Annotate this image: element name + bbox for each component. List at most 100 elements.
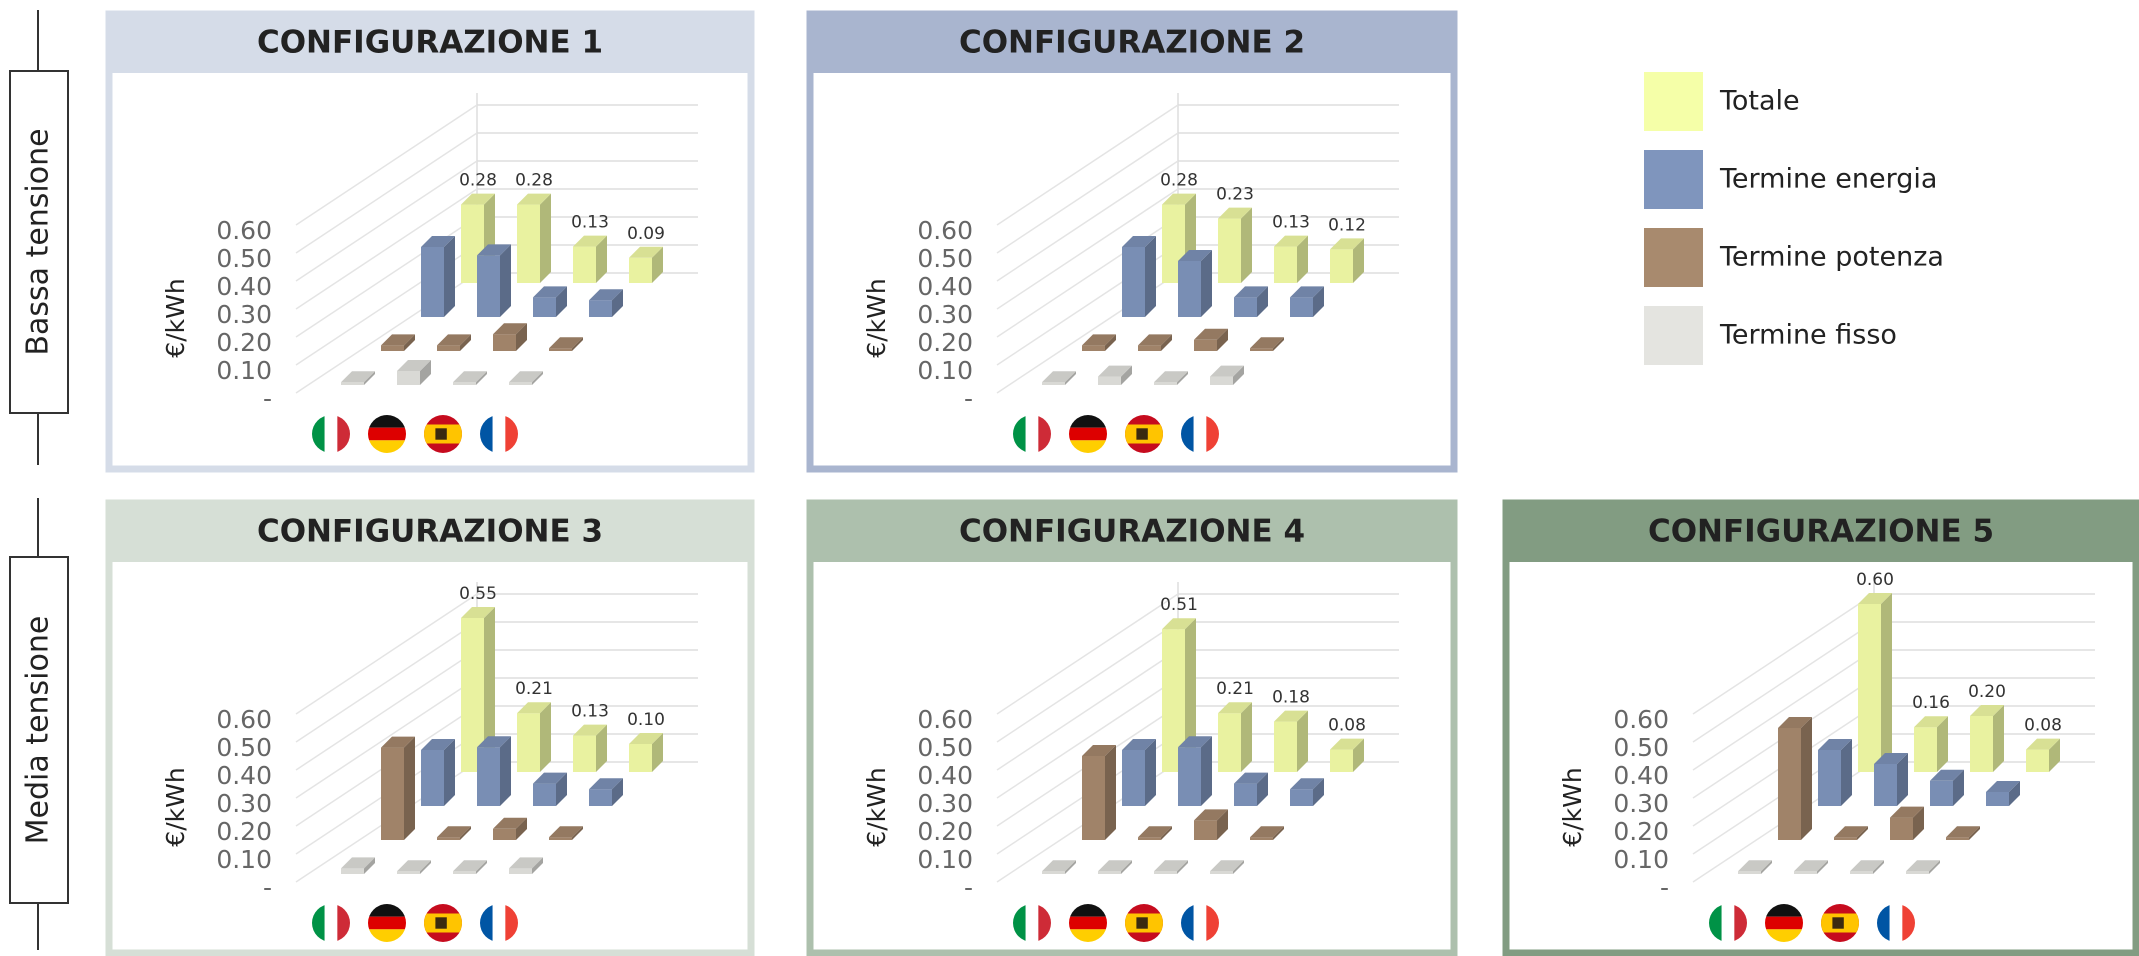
bar-side [1353, 738, 1364, 772]
flag [1765, 904, 1803, 942]
bar [573, 724, 607, 772]
grid-line [996, 593, 1179, 715]
data-label: 0.16 [1912, 693, 1950, 713]
bar-top [1138, 826, 1172, 838]
bar-top [1250, 826, 1284, 838]
bar-front [453, 871, 476, 874]
y-tick-label: 0.60 [917, 216, 973, 245]
bar-side [596, 724, 607, 772]
flag-band [1709, 904, 1722, 942]
grid-line [996, 104, 1179, 226]
bar [517, 702, 551, 772]
bar-top [1162, 618, 1196, 630]
bar-front [517, 713, 540, 772]
bar-front [1290, 297, 1313, 317]
grid-line [1692, 649, 1875, 771]
bar-top [1930, 769, 1964, 781]
bar-top [1210, 365, 1244, 377]
flag [1821, 904, 1859, 942]
flag [368, 415, 406, 453]
y-tick-label: 0.50 [216, 733, 272, 762]
bar-top [1274, 235, 1308, 247]
bar [397, 360, 431, 385]
bar-side [1929, 860, 1940, 874]
bar-side [1993, 705, 2004, 772]
bar [1930, 769, 1964, 806]
y-tick-label: - [964, 384, 973, 413]
bar-top [1330, 738, 1364, 750]
bar-front [533, 297, 556, 317]
bar-front [1874, 764, 1897, 806]
bar-front [477, 255, 500, 317]
bar [1154, 371, 1188, 385]
data-label: 0.08 [2024, 716, 2062, 736]
legend-swatch [1644, 306, 1703, 365]
bar-front [629, 744, 652, 772]
data-label: 0.09 [627, 224, 665, 244]
y-tick-label: 0.20 [917, 817, 973, 846]
grid-line [295, 132, 478, 254]
bar-side [420, 860, 431, 874]
bar-front [1194, 339, 1217, 351]
bar-front [1818, 750, 1841, 806]
bar-side [1233, 365, 1244, 385]
y-tick-label: 0.40 [216, 761, 272, 790]
bar [421, 236, 455, 317]
bar [1122, 236, 1156, 317]
y-tick-label: 0.40 [1613, 761, 1669, 790]
y-tick-label: 0.10 [1613, 845, 1669, 874]
panel-frame [105, 499, 755, 956]
bar-front [1946, 837, 1969, 840]
bar-side [1257, 286, 1268, 317]
y-tick-label: 0.10 [917, 356, 973, 385]
flag-band [505, 415, 518, 453]
bar-top [1250, 337, 1284, 349]
bar-front [453, 382, 476, 385]
bar-front [341, 868, 364, 874]
data-label: 0.13 [1272, 213, 1310, 233]
bar-top [1122, 236, 1156, 247]
y-tick-label: 0.60 [917, 705, 973, 734]
bar-front [437, 345, 460, 351]
bar-front [493, 334, 516, 351]
bar [509, 857, 543, 874]
bar-top [549, 826, 583, 838]
grid-line [996, 132, 1179, 254]
bar-front [1250, 348, 1273, 351]
bar-top [1122, 739, 1156, 750]
bar [1738, 860, 1772, 874]
bar-top [437, 826, 471, 838]
bar-front [1250, 837, 1273, 840]
bar [1818, 739, 1852, 806]
data-label: 0.10 [627, 710, 665, 730]
flag [1181, 904, 1219, 942]
bar-side [1857, 826, 1868, 840]
bar-top [453, 371, 487, 383]
bar-top [341, 857, 375, 869]
bar [533, 772, 567, 806]
bar-top [477, 736, 511, 748]
flag-band [1136, 917, 1148, 929]
grid-line [295, 160, 478, 282]
bar-side [572, 337, 583, 351]
grid-line [996, 621, 1179, 743]
panel-header [807, 500, 1457, 562]
y-tick-label: 0.40 [917, 272, 973, 301]
bar-front [461, 618, 484, 772]
bar-front [1274, 721, 1297, 772]
flag-band [368, 415, 406, 428]
bar-front [1218, 218, 1241, 283]
bar-front [509, 382, 532, 385]
y-tick-label: 0.40 [216, 272, 272, 301]
y-tick-label: 0.20 [216, 817, 272, 846]
bar-top [573, 235, 607, 247]
bar [1274, 235, 1308, 283]
bar [1082, 745, 1116, 840]
bar-front [1986, 792, 2009, 806]
bar-side [1817, 860, 1828, 874]
panel-header [807, 11, 1457, 73]
bar-front [1098, 376, 1121, 385]
bar [1850, 860, 1884, 874]
bar-front [1858, 604, 1881, 772]
bar-top [1858, 593, 1892, 604]
